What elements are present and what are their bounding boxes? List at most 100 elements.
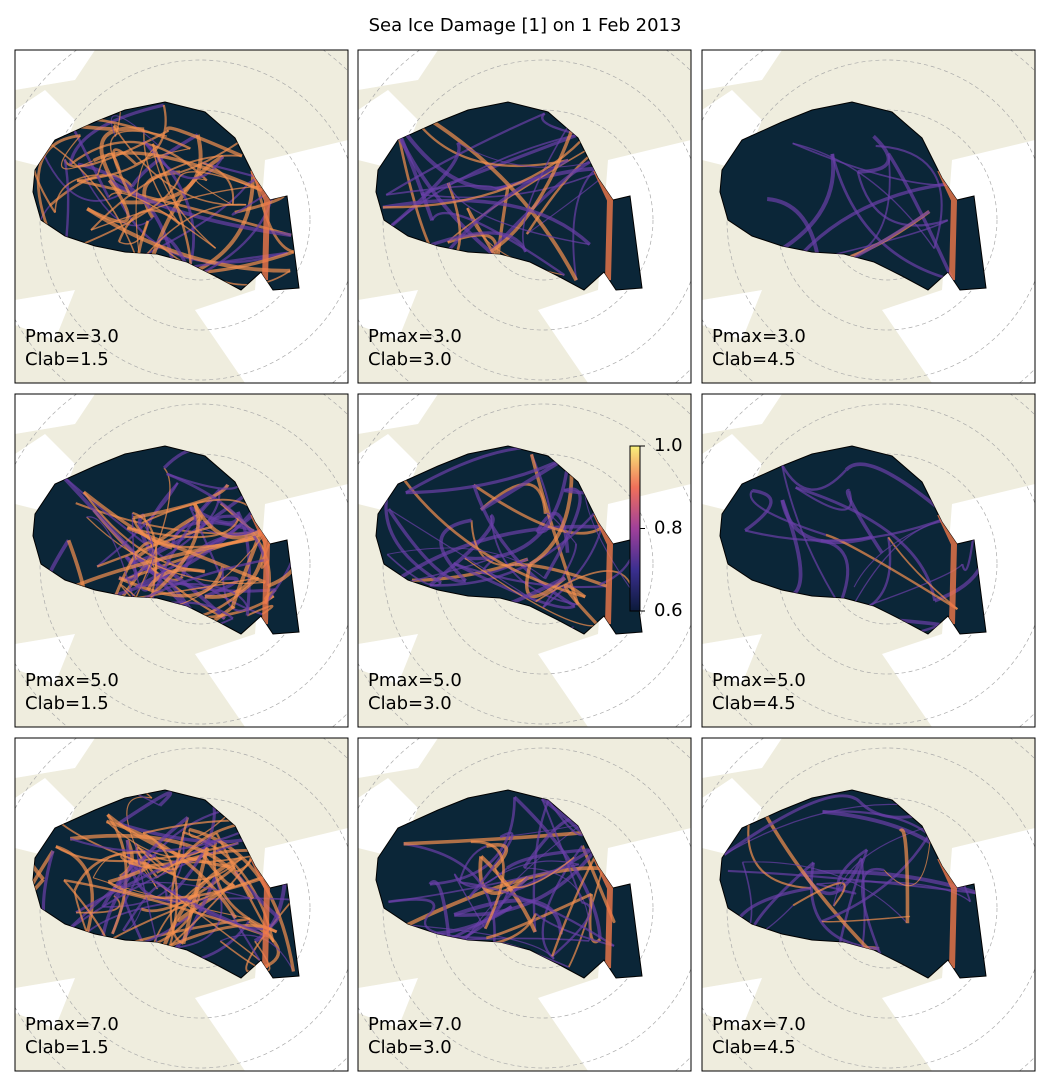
ocean [358,394,438,434]
pmax-label: Pmax=5.0 [712,670,806,691]
damage-streak [55,845,94,933]
damage-streak [60,135,94,170]
damage-streak [423,910,487,940]
damage-streak [792,142,935,249]
map [702,394,1035,727]
ocean [15,634,75,684]
damage-streak [159,856,243,955]
panel-frame [357,393,692,728]
colorbar-scale [629,445,641,612]
damage-streak [459,881,615,947]
damage-streak [541,798,583,903]
damage-streak [506,847,599,870]
damage-streak [96,525,213,568]
damage-streak [117,791,172,826]
panel-frame [701,737,1036,1072]
colorbar-tick-label: 1.0 [654,435,683,456]
panel-frame [14,49,349,384]
damage-streak [387,547,545,579]
damage-streak [142,832,178,970]
damage-streak [766,197,821,262]
panels: Pmax=3.0Clab=1.5Pmax=3.0Clab=3.0Pmax=3.0… [14,49,1036,1072]
damage-streak [63,878,269,938]
damage-streak [119,855,176,871]
ocean [702,50,782,90]
damage-streak [86,516,135,602]
damage-streak [382,198,591,246]
damage-streak [845,488,884,554]
panel-frame [357,737,692,1072]
damage-streak [99,126,145,196]
damage-streak [388,508,536,603]
damage-streak [90,154,243,231]
damage-streak [563,583,600,627]
damage-streak [856,171,949,227]
pmax-label: Pmax=7.0 [712,1014,806,1035]
damage-streak [139,203,247,263]
damage-streak [146,567,206,592]
damage-streak [109,130,168,172]
damage-streak [494,856,575,889]
clab-label: Clab=3.0 [368,693,452,714]
damage-streak [386,553,442,587]
panel-frame [701,49,1036,384]
damage-streak [75,841,217,914]
clab-label: Clab=3.0 [368,349,452,370]
damage-streak [64,177,180,253]
damage-streak [382,130,591,209]
damage-streak [469,860,579,898]
damage-streak [439,518,472,583]
damage-streak [821,915,911,923]
pmax-label: Pmax=3.0 [712,326,806,347]
clab-label: Clab=4.5 [712,693,796,714]
damage-streak [70,833,255,900]
damage-streak [458,845,487,883]
figure-title: Sea Ice Damage [1] on 1 Feb 2013 [369,15,682,36]
damage-streak [836,848,868,890]
map [15,394,348,727]
damage-streak [514,563,608,588]
damage-streak [543,487,582,580]
damage-streak [110,115,159,146]
clab-label: Clab=1.5 [25,693,109,714]
ocean [358,978,418,1028]
ocean [702,738,782,778]
damage-streak [479,454,570,512]
damage-streak [744,516,949,542]
ocean [15,50,95,90]
damage-streak [453,867,508,888]
damage-streak [106,820,209,858]
damage-streak [470,840,505,930]
panel-frame [701,393,1036,728]
damage-streak [170,520,255,549]
damage-streak [820,538,850,606]
damage-streak [523,867,590,941]
damage-streak [165,126,243,158]
damage-streak [489,107,582,254]
ocean [15,978,75,1028]
damage-streak [513,795,602,940]
panel-frame [14,737,349,1072]
damage-streak [468,831,514,898]
damage-streak [156,242,291,286]
clab-label: Clab=4.5 [712,1037,796,1058]
panel-frame [357,49,692,384]
map [15,50,348,383]
clab-label: Clab=4.5 [712,349,796,370]
damage-streak [130,133,199,188]
damage-streak [132,502,201,613]
damage-streak [542,543,578,608]
ocean [358,290,418,340]
damage-streak [744,488,773,532]
clab-label: Clab=1.5 [25,349,109,370]
ocean [702,394,782,434]
damage-streak [551,901,592,958]
damage-streak [781,464,841,606]
damage-streak [122,884,168,932]
damage-streak [478,856,530,895]
